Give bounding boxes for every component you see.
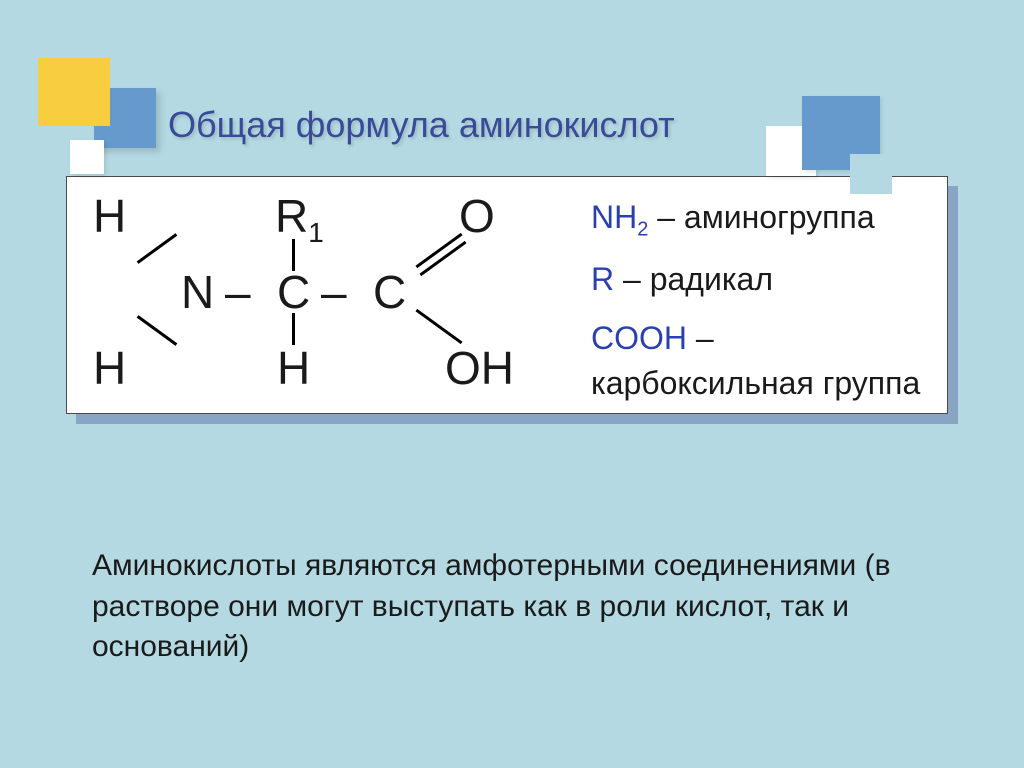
legend-row-cooh: COOH – карбоксильная группа — [591, 316, 931, 406]
atom-c2: C — [373, 269, 406, 315]
legend-dash-0: – — [657, 199, 684, 235]
formula-box: H R1 O N C C – – H — [66, 176, 948, 414]
atom-c1: C — [277, 269, 310, 315]
legend-row-nh2: NH2 – аминогруппа — [591, 195, 931, 243]
chemical-formula: H R1 O N C C – – H — [93, 189, 553, 409]
formula-legend: NH2 – аминогруппа R – радикал COOH – кар… — [591, 195, 931, 420]
bond-c-h — [292, 313, 295, 345]
legend-val-0: аминогруппа — [684, 199, 875, 235]
decorative-squares-left — [38, 58, 178, 178]
slide-title: Общая формула аминокислот — [168, 104, 675, 146]
atom-h-top-left: H — [93, 193, 126, 239]
legend-dash-1: – — [614, 261, 650, 297]
legend-key-nh2: NH2 — [591, 199, 657, 235]
atom-r1: R1 — [275, 193, 324, 247]
bond-n-c: – — [225, 269, 251, 315]
deco-r-square-3 — [850, 154, 892, 194]
body-text: Аминокислоты являются амфотерными соедин… — [92, 546, 912, 668]
legend-key-cooh: COOH — [591, 320, 687, 356]
legend-dash-2: – — [687, 320, 714, 356]
deco-square-white — [70, 140, 104, 174]
atom-r1-letter: R — [275, 190, 308, 242]
bond-c-r1 — [292, 239, 295, 271]
deco-square-yellow — [38, 58, 110, 126]
atom-o: O — [459, 193, 495, 239]
bond-c-oh — [415, 309, 462, 344]
formula-container: H R1 O N C C – – H — [66, 176, 958, 424]
atom-oh: OH — [445, 345, 514, 391]
atom-n: N — [181, 269, 214, 315]
legend-val-1: радикал — [650, 261, 773, 297]
bond-n-h-top — [137, 233, 178, 264]
legend-val-2: карбоксильная группа — [591, 365, 920, 401]
legend-key-nh2-sub: 2 — [637, 218, 648, 240]
atom-r1-sub: 1 — [308, 217, 324, 248]
atom-h-bottom-mid: H — [277, 345, 310, 391]
atom-h-bottom-left: H — [93, 345, 126, 391]
bond-n-h-bottom — [137, 315, 178, 346]
legend-row-r: R – радикал — [591, 257, 931, 302]
legend-key-nh2-text: NH — [591, 199, 637, 235]
legend-key-r: R — [591, 261, 614, 297]
bond-c-c: – — [321, 269, 347, 315]
